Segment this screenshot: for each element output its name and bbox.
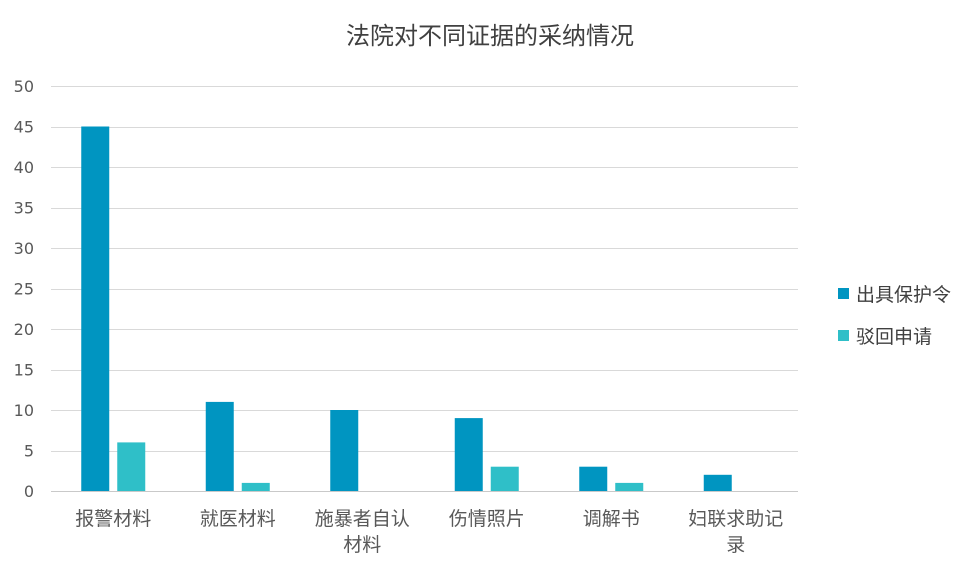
legend-label-series-1: 出具保护令 (856, 283, 952, 306)
bar-series-1-2 (205, 401, 234, 491)
y-tick-label: 15 (14, 361, 34, 380)
bar-series-1-3 (330, 410, 359, 491)
bar-series-1-4 (454, 418, 483, 491)
y-axis-ticks: 0 5 10 15 20 25 30 35 40 45 50 (14, 77, 34, 501)
bar-series-2-4 (490, 466, 519, 491)
legend-item-series-2: 驳回申请 (838, 322, 951, 348)
bar-series-1-5 (579, 466, 608, 491)
legend-label-series-2: 驳回申请 (856, 325, 933, 348)
legend-item-series-1: 出具保护令 (838, 280, 951, 306)
y-tick-label: 40 (14, 158, 34, 177)
bar-series-2-1 (117, 442, 146, 491)
y-tick-label: 50 (14, 77, 34, 96)
y-tick-label: 20 (14, 320, 34, 339)
y-tick-label: 5 (24, 442, 34, 461)
y-tick-label: 45 (14, 118, 34, 137)
x-axis-ticks: 报警材料 就医材料 施暴者自认材料 伤情照片 调解书 妇联求助记录 (75, 508, 783, 556)
x-tick-label: 施暴者自认材料 (315, 508, 410, 556)
x-tick-label: 调解书 (583, 508, 640, 530)
x-tick-label: 就医材料 (200, 508, 276, 530)
legend-swatch-series-1 (838, 287, 849, 299)
y-tick-label: 30 (14, 239, 34, 258)
y-tick-label: 35 (14, 199, 34, 218)
bar-series-2-2 (241, 482, 270, 491)
x-tick-label: 报警材料 (75, 508, 151, 530)
y-tick-label: 0 (24, 482, 34, 501)
y-tick-label: 10 (14, 401, 34, 420)
gridlines (51, 86, 798, 492)
bar-series-2-5 (615, 482, 644, 491)
x-tick-label: 妇联求助记录 (688, 508, 783, 556)
legend-swatch-series-2 (838, 329, 849, 341)
chart-title: 法院对不同证据的采纳情况 (346, 22, 634, 50)
bar-series-1-1 (81, 126, 110, 491)
x-tick-label: 伤情照片 (449, 508, 525, 530)
legend: 出具保护令 驳回申请 (838, 280, 951, 364)
bars (81, 126, 732, 491)
y-tick-label: 25 (14, 280, 34, 299)
bar-series-1-6 (703, 474, 732, 491)
